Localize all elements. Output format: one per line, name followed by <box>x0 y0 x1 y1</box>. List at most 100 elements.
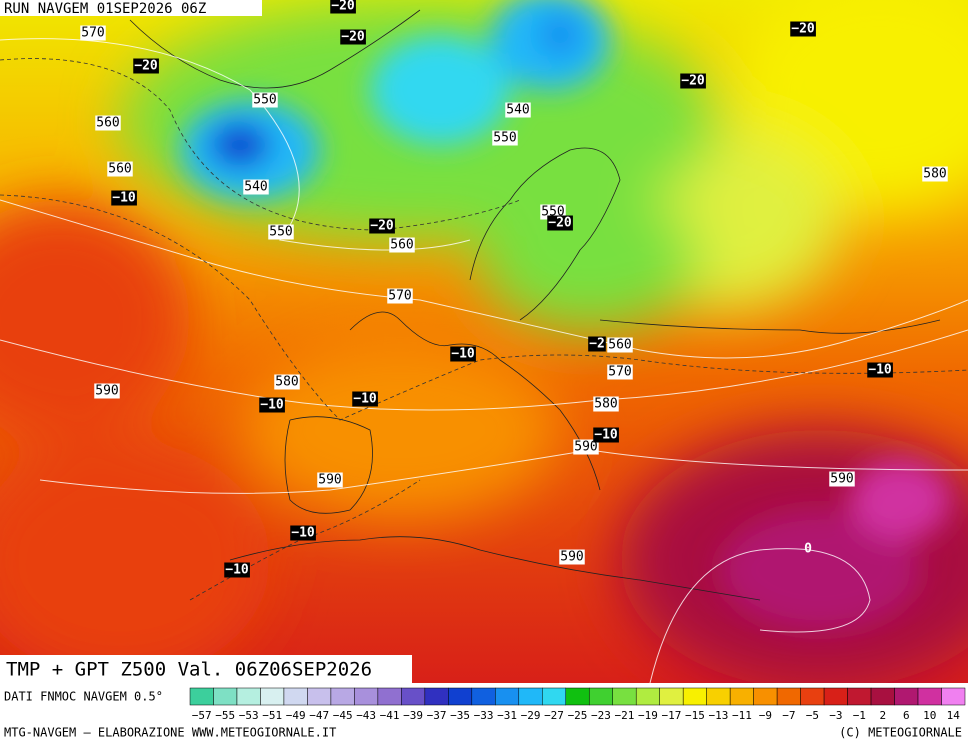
scale-swatch <box>565 687 590 706</box>
scale-swatch <box>518 687 543 706</box>
temperature-label-box <box>867 362 893 378</box>
scale-swatch <box>800 687 825 706</box>
geopotential-label: 580 <box>594 397 617 412</box>
temperature-label: −2 <box>589 337 605 352</box>
isohypses <box>0 38 968 683</box>
geopotential-label-box <box>317 472 343 488</box>
geopotential-label: 590 <box>560 550 583 565</box>
map-labels: 5705505605605405505405505505605705805905… <box>80 0 948 578</box>
scale-label: −31 <box>497 709 517 722</box>
scale-swatch <box>354 687 379 706</box>
geopotential-label: 540 <box>244 180 267 195</box>
scale-swatch <box>753 687 778 706</box>
scale-swatch <box>377 687 402 706</box>
geopotential-label-box <box>274 374 300 390</box>
geopotential-label: 540 <box>506 103 529 118</box>
scale-label: −25 <box>568 709 588 722</box>
temperature-label: −10 <box>451 347 475 362</box>
temperature-label-box <box>330 0 356 14</box>
geopotential-label: 580 <box>275 375 298 390</box>
scale-label: −51 <box>262 709 282 722</box>
geopotential-label-box <box>559 549 585 565</box>
scale-label: 2 <box>879 709 886 722</box>
scale-label: −37 <box>427 709 447 722</box>
scale-label: 14 <box>947 709 961 722</box>
geopotential-label-box <box>243 179 269 195</box>
scale-swatch <box>729 687 754 706</box>
geopotential-label-box <box>573 439 599 455</box>
scale-label: −55 <box>215 709 235 722</box>
scale-swatch <box>236 687 261 706</box>
temperature-label-box <box>547 215 573 231</box>
isotherm-label: 0 <box>804 542 812 557</box>
scale-swatch <box>941 687 966 706</box>
temperature-label: −20 <box>681 74 705 89</box>
geopotential-label-box <box>505 102 531 118</box>
geopotential-label: 590 <box>318 473 341 488</box>
scale-swatch <box>424 687 449 706</box>
geopotential-label-box <box>389 237 415 253</box>
scale-swatch <box>823 687 848 706</box>
geopotential-label: 550 <box>253 93 276 108</box>
temperature-label-box <box>352 391 378 407</box>
scale-swatch <box>448 687 473 706</box>
geopotential-label: 570 <box>388 289 411 304</box>
geopotential-label: 590 <box>95 384 118 399</box>
scale-label: −29 <box>521 709 541 722</box>
scale-swatch <box>307 687 332 706</box>
scale-label: −47 <box>309 709 329 722</box>
scale-swatch <box>189 687 214 706</box>
legend-source: DATI FNMOC NAVGEM 0.5° <box>4 690 163 704</box>
scale-label: −21 <box>615 709 635 722</box>
geopotential-label: 570 <box>608 365 631 380</box>
scale-swatch <box>612 687 637 706</box>
scale-label: −53 <box>239 709 259 722</box>
geopotential-label: 550 <box>493 131 516 146</box>
scale-label: −57 <box>192 709 212 722</box>
run-box <box>0 0 262 16</box>
geopotential-label-box <box>387 288 413 304</box>
scale-label: −15 <box>685 709 705 722</box>
scale-label: −13 <box>708 709 728 722</box>
geopotential-label-box <box>492 130 518 146</box>
scale-label: −3 <box>829 709 842 722</box>
scale-label: −19 <box>638 709 658 722</box>
scale-label: −45 <box>333 709 353 722</box>
scale-label: 6 <box>903 709 910 722</box>
geopotential-label: 560 <box>96 116 119 131</box>
temperature-label-box <box>224 562 250 578</box>
geopotential-label-box <box>252 92 278 108</box>
geopotential-label: 590 <box>830 472 853 487</box>
geopotential-label-box <box>593 396 619 412</box>
scale-label: −39 <box>403 709 423 722</box>
geopotential-label: 580 <box>923 167 946 182</box>
geopotential-label-box <box>95 115 121 131</box>
scale-label: 10 <box>923 709 936 722</box>
title-box <box>0 655 412 683</box>
scale-swatch <box>495 687 520 706</box>
map-title: TMP + GPT Z500 Val. 06Z06SEP2026 <box>6 659 372 681</box>
temperature-label-box <box>133 58 159 74</box>
scale-swatch <box>588 687 613 706</box>
scale-label: −1 <box>853 709 866 722</box>
scale-label: −11 <box>732 709 752 722</box>
temperature-label-box <box>111 190 137 206</box>
temperature-label: −10 <box>868 363 892 378</box>
scale-swatch <box>330 687 355 706</box>
scale-swatch <box>917 687 942 706</box>
geopotential-label: 590 <box>574 440 597 455</box>
scale-swatch <box>213 687 238 706</box>
temperature-label: −10 <box>225 563 249 578</box>
scale-label: −9 <box>759 709 772 722</box>
scale-label: −49 <box>286 709 306 722</box>
geopotential-label-box <box>922 166 948 182</box>
scale-swatch <box>659 687 684 706</box>
temperature-label: −20 <box>341 30 365 45</box>
geopotential-label: 560 <box>108 162 131 177</box>
credit: MTG-NAVGEM – ELABORAZIONE WWW.METEOGIORN… <box>4 726 336 740</box>
coastlines <box>129 9 941 601</box>
temperature-label-box <box>680 73 706 89</box>
geopotential-label-box <box>268 224 294 240</box>
color-scale: −57 −55 −53 −51 −49 −47 −45 −43 −41 −39 −37 −35 −33−… <box>189 687 966 722</box>
